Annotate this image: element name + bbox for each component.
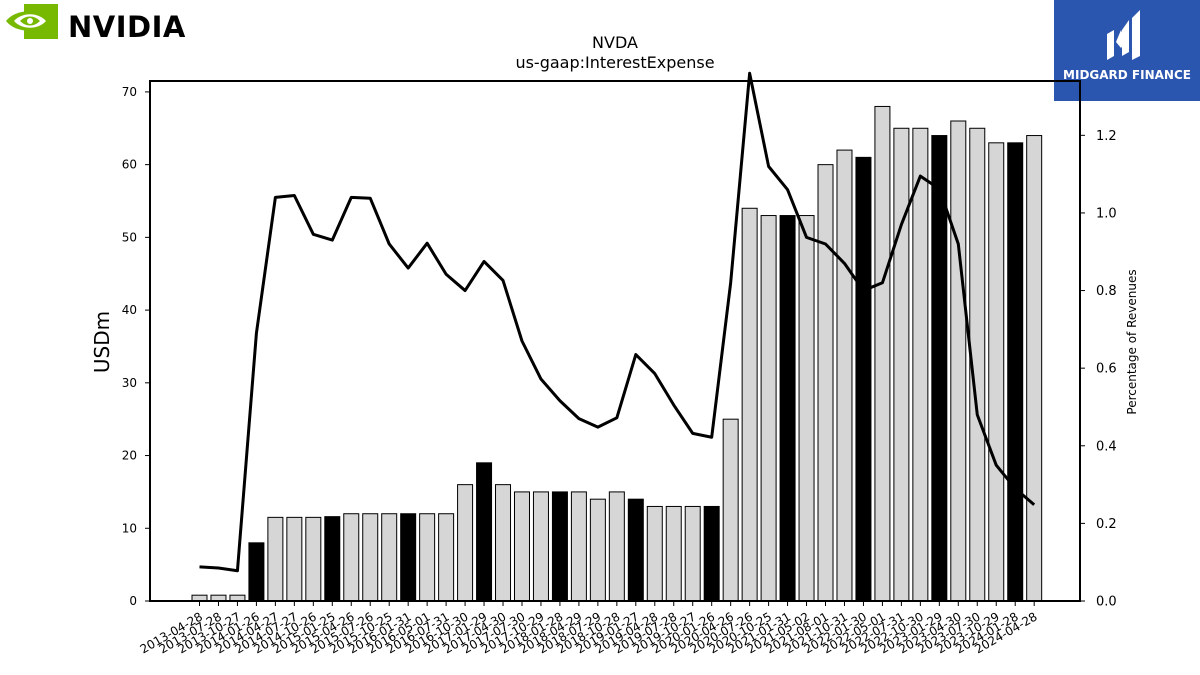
plot-frame (149, 80, 1081, 602)
y2-tick-label: 0.6 (1096, 362, 1117, 377)
bar (400, 513, 417, 602)
y-tick-label: 50 (122, 230, 137, 244)
y-tick-label: 20 (122, 449, 137, 463)
ratio-line (199, 71, 1036, 573)
nvidia-logo: NVIDIA (4, 4, 204, 44)
bar (343, 513, 360, 602)
y-tick-label: 0 (129, 594, 137, 608)
bar (1026, 135, 1043, 602)
bar (438, 513, 455, 602)
y2-axis-label: Percentage of Revenues (1125, 269, 1139, 414)
y-tick-label: 70 (122, 85, 137, 99)
nvidia-wordmark: NVIDIA (68, 10, 186, 44)
bar (893, 127, 910, 602)
bar (1007, 142, 1024, 602)
midgard-finance-badge: MIDGARD FINANCE (1054, 0, 1200, 101)
bar (817, 164, 834, 602)
bar (476, 462, 493, 602)
bar (589, 498, 606, 602)
bar (798, 215, 815, 602)
y-axis-label: USDm (90, 311, 114, 373)
right-axis-ticks: 0.0 0.2 0.4 0.6 0.8 1.0 1.2 (1080, 129, 1117, 610)
bar (419, 513, 436, 602)
midgard-m-icon (1107, 10, 1140, 60)
bar (684, 505, 701, 602)
bar (495, 484, 512, 602)
y2-tick-label: 0.0 (1096, 595, 1117, 610)
chart-title: NVDA (592, 33, 638, 52)
y-tick-label: 40 (122, 303, 137, 317)
bar (950, 120, 967, 602)
y-tick-label: 10 (122, 521, 137, 535)
y-tick-label: 60 (122, 158, 137, 172)
bar-series (191, 105, 1043, 602)
bar (267, 516, 284, 602)
badge-label: MIDGARD FINANCE (1063, 68, 1191, 82)
nvidia-eye-icon (6, 4, 58, 39)
bar (532, 491, 549, 602)
bar (741, 207, 758, 602)
bar (324, 516, 341, 602)
bar (362, 513, 379, 602)
bar (703, 505, 720, 602)
bar (627, 498, 644, 602)
bar (722, 418, 739, 602)
bar (779, 215, 796, 602)
bar (570, 491, 587, 602)
chart-subtitle: us-gaap:InterestExpense (515, 53, 714, 72)
bar (551, 491, 568, 602)
y2-tick-label: 1.0 (1096, 206, 1117, 221)
bar (912, 127, 929, 602)
bar (665, 505, 682, 602)
y2-tick-label: 0.4 (1096, 439, 1117, 454)
bar (608, 491, 625, 602)
bar (286, 516, 303, 602)
bar (760, 215, 777, 602)
bar (513, 491, 530, 602)
bar (836, 149, 853, 602)
bar (381, 513, 398, 602)
bar (988, 142, 1005, 602)
bar (646, 505, 663, 602)
y2-tick-label: 0.2 (1096, 517, 1117, 532)
bar (457, 484, 474, 602)
y2-tick-label: 0.8 (1096, 284, 1117, 299)
bar (305, 516, 322, 602)
bar (855, 156, 872, 602)
left-axis-ticks: 0 10 20 30 40 50 60 70 (122, 85, 150, 608)
x-axis-ticks: 2013-04-282013-07-282013-10-272014-01-26… (138, 601, 1040, 656)
bar (874, 105, 891, 602)
y2-tick-label: 1.2 (1096, 129, 1117, 144)
y-tick-label: 30 (122, 376, 137, 390)
bar (248, 542, 265, 602)
